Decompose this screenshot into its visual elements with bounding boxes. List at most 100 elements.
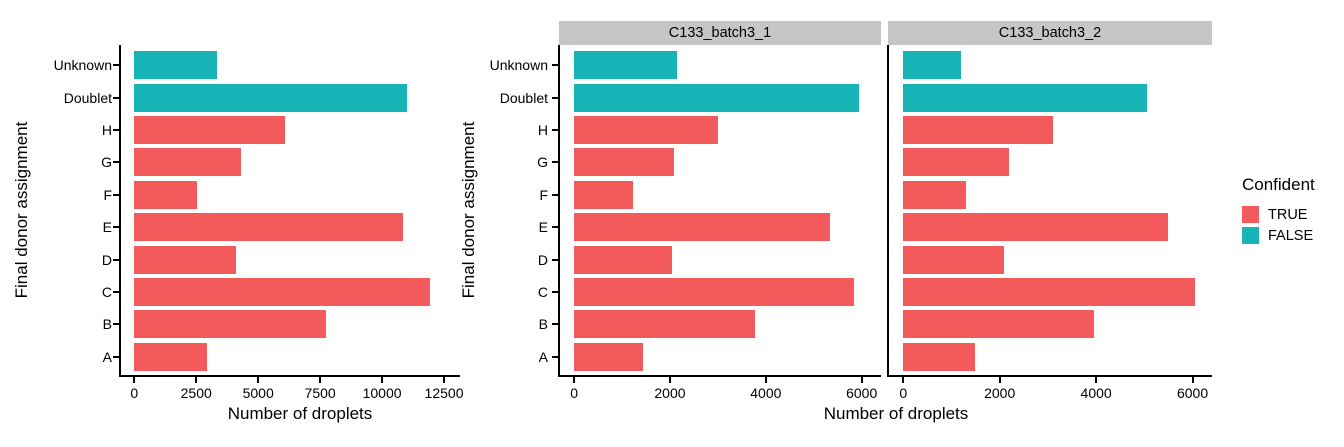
bar-C133_batch3_1-h	[574, 116, 718, 144]
y-axis-tick	[552, 323, 558, 326]
legend-label-false: FALSE	[1268, 227, 1314, 244]
legend-item-true: TRUE	[1242, 206, 1315, 223]
bar-C133_batch3_2-d	[903, 245, 1005, 274]
x-tick-label: 5000	[242, 385, 274, 401]
x-tick-label: 6000	[1176, 385, 1209, 401]
bar-C133_batch3_1-a	[574, 342, 644, 371]
category-label-a: A	[102, 348, 112, 365]
category-label-h: H	[101, 122, 112, 138]
category-label-g: G	[101, 154, 112, 171]
main-bar-panel	[120, 45, 460, 377]
x-tick-label: 2000	[984, 385, 1016, 401]
x-tick-label: 2500	[180, 385, 212, 401]
bar-C133_batch3_2-unknown	[903, 51, 962, 80]
bar-C133_batch3_1-g	[574, 148, 674, 177]
bar-C133_batch3_1-unknown	[574, 51, 678, 80]
x-axis-tick	[764, 377, 767, 383]
category-label-g: G	[537, 154, 548, 171]
category-label-f: F	[103, 186, 112, 203]
y-axis-tick	[552, 258, 558, 261]
category-label-c: C	[537, 284, 548, 300]
legend-label-true: TRUE	[1268, 206, 1308, 223]
category-label-b: B	[538, 316, 548, 333]
y-axis-tick	[113, 96, 119, 99]
y-axis-tick	[552, 161, 558, 164]
bar-C133_batch3_2-c	[903, 278, 1195, 306]
x-axis-tick	[1095, 377, 1098, 383]
y-axis-tick	[552, 291, 558, 293]
facet-strip-1-label: C133_batch3_1	[668, 25, 772, 41]
category-label-unknown: Unknown	[489, 57, 548, 74]
bar-overall-d	[134, 245, 236, 274]
x-axis-tick	[573, 377, 576, 383]
bar-C133_batch3_2-e	[903, 213, 1169, 242]
x-axis-tick	[195, 377, 198, 383]
x-tick-label: 0	[570, 385, 579, 401]
y-axis-tick	[552, 129, 558, 131]
x-axis-line	[558, 375, 881, 377]
bar-C133_batch3_1-e	[574, 213, 831, 242]
x-tick-label: 7500	[304, 385, 336, 401]
bar-overall-h	[134, 116, 286, 144]
bar-overall-c	[134, 278, 431, 306]
x-axis-tick	[902, 377, 905, 383]
x-axis-tick	[668, 377, 671, 383]
category-label-d: D	[101, 251, 112, 268]
y-axis-tick	[113, 129, 119, 131]
y-axis-tick	[113, 193, 119, 196]
x-tick-label: 10000	[362, 385, 402, 401]
right-y-axis-labels: Unknown Doublet H G F E D C B A	[458, 45, 548, 377]
y-axis-tick	[113, 323, 119, 326]
x-tick-label: 0	[130, 385, 139, 401]
x-axis-line	[887, 375, 1212, 377]
x-axis-tick	[133, 377, 136, 383]
category-label-d: D	[537, 251, 548, 268]
y-axis-line	[558, 45, 560, 377]
x-axis-tick	[998, 377, 1001, 383]
facet-panel-2	[888, 45, 1212, 377]
y-axis-tick	[113, 226, 119, 229]
x-axis-tick	[860, 377, 863, 383]
category-label-c: C	[101, 284, 112, 300]
legend-title: Confident	[1242, 175, 1315, 194]
y-axis-tick	[552, 355, 558, 358]
facet-strip-2-label: C133_batch3_2	[998, 25, 1102, 41]
right-x-axis-title: Number of droplets	[823, 404, 969, 423]
x-axis-line	[119, 375, 460, 377]
bar-C133_batch3_1-f	[574, 180, 634, 209]
bar-C133_batch3_2-doublet	[903, 83, 1147, 112]
category-label-doublet: Doublet	[499, 89, 548, 106]
y-axis-tick	[552, 226, 558, 229]
x-axis-tick	[1191, 377, 1194, 383]
category-label-f: F	[539, 186, 548, 203]
x-tick-label: 12500	[424, 385, 464, 401]
bar-overall-f	[134, 180, 197, 209]
legend-item-false: FALSE	[1242, 227, 1315, 244]
x-axis-tick	[257, 377, 260, 383]
bar-C133_batch3_1-c	[574, 278, 855, 306]
left-x-axis-title: Number of droplets	[227, 404, 373, 423]
category-label-e: E	[538, 219, 548, 236]
bar-overall-e	[134, 213, 404, 242]
x-axis-tick	[381, 377, 384, 383]
category-label-doublet: Doublet	[63, 89, 112, 106]
y-axis-tick	[552, 96, 558, 99]
bar-C133_batch3_2-g	[903, 148, 1010, 177]
x-tick-label: 2000	[654, 385, 686, 401]
bar-overall-g	[134, 148, 241, 177]
y-axis-tick	[113, 291, 119, 293]
y-axis-line	[119, 45, 121, 377]
bar-C133_batch3_1-doublet	[574, 83, 860, 112]
legend-swatch-true	[1242, 206, 1259, 223]
bar-overall-b	[134, 310, 327, 339]
x-tick-label: 0	[899, 385, 908, 401]
facet-strip-2: C133_batch3_2	[888, 21, 1212, 45]
y-axis-line	[887, 45, 889, 377]
bar-C133_batch3_2-a	[903, 342, 975, 371]
legend: Confident TRUE FALSE	[1242, 175, 1315, 248]
category-label-a: A	[538, 348, 548, 365]
x-tick-label: 6000	[846, 385, 878, 401]
bar-C133_batch3_1-d	[574, 245, 673, 274]
category-label-unknown: Unknown	[53, 57, 112, 74]
